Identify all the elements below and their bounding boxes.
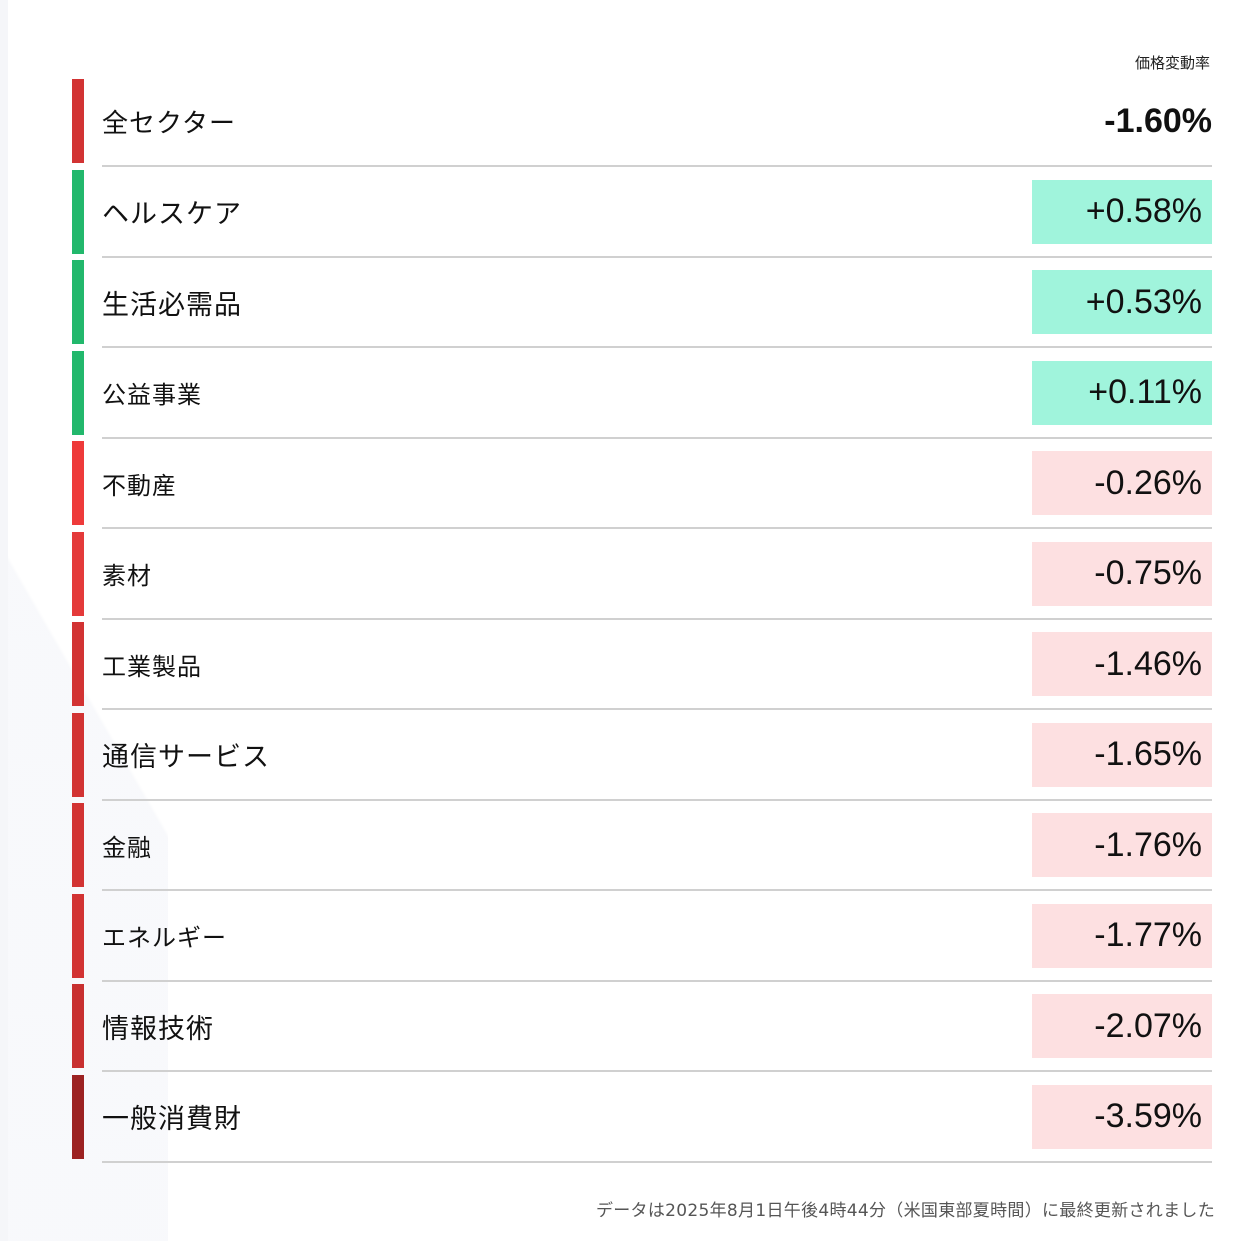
table-row: ヘルスケア +0.58% [72, 169, 1212, 261]
change-value: -1.77% [1032, 903, 1212, 968]
last-updated-note: データは2025年8月1日午後4時44分（米国東部夏時間）に最終更新されました [595, 1201, 1215, 1221]
change-value: -3.59% [1032, 1084, 1212, 1149]
row-divider [102, 255, 1212, 258]
row-divider [102, 708, 1212, 710]
indicator-bar [72, 803, 84, 887]
indicator-bar [72, 531, 84, 616]
change-value: -1.46% [1032, 632, 1212, 696]
table-row: 通信サービス -1.65% [72, 712, 1212, 804]
indicator-bar [72, 260, 84, 344]
table-row: 不動産 -0.26% [72, 441, 1212, 532]
table-row: 金融 -1.76% [72, 803, 1212, 894]
left-edge-strip [0, 0, 8, 1241]
sector-label: 全セクター [102, 108, 236, 139]
table-row: 素材 -0.75% [72, 531, 1212, 623]
row-divider [102, 617, 1212, 620]
row-divider [102, 1070, 1212, 1072]
table-row: エネルギー -1.77% [72, 893, 1212, 985]
change-value: +0.11% [1032, 360, 1212, 425]
change-value: -0.75% [1032, 541, 1212, 606]
table-row: 公益事業 +0.11% [72, 350, 1212, 442]
sector-label: 金融 [102, 833, 152, 862]
table-row: 生活必需品 +0.53% [72, 260, 1212, 351]
row-divider [102, 1160, 1212, 1163]
change-value: -2.07% [1032, 994, 1212, 1058]
sector-label: 一般消費財 [102, 1104, 242, 1135]
sector-label: 情報技術 [102, 1013, 214, 1045]
change-value: -0.26% [1032, 451, 1212, 515]
change-value: +0.53% [1032, 270, 1212, 334]
row-divider [102, 436, 1212, 439]
indicator-bar [72, 1074, 84, 1159]
sector-label: 素材 [102, 562, 152, 590]
sector-label: 公益事業 [102, 381, 202, 409]
row-divider [102, 346, 1212, 348]
indicator-bar [72, 984, 84, 1068]
table-row: 一般消費財 -3.59% [72, 1074, 1212, 1166]
row-divider [102, 798, 1212, 801]
sector-label: 生活必需品 [102, 289, 242, 321]
sector-label: ヘルスケア [102, 199, 242, 230]
change-value: +0.58% [1032, 179, 1212, 244]
background-decoration [8, 160, 168, 1241]
sector-label: エネルギー [102, 924, 227, 952]
change-value: -1.65% [1032, 722, 1212, 787]
row-divider [102, 979, 1212, 982]
indicator-bar [72, 441, 84, 525]
indicator-bar [72, 79, 84, 163]
table-row: 工業製品 -1.46% [72, 622, 1212, 713]
table-row: 情報技術 -2.07% [72, 984, 1212, 1075]
change-value: -1.76% [1032, 813, 1212, 877]
indicator-bar [72, 169, 84, 254]
row-divider [102, 889, 1212, 891]
row-divider [102, 527, 1212, 529]
indicator-bar [72, 622, 84, 706]
indicator-bar [72, 712, 84, 797]
indicator-bar [72, 350, 84, 435]
sector-label: 通信サービス [102, 742, 270, 773]
indicator-bar [72, 893, 84, 978]
column-header-price-change: 価格変動率 [1134, 54, 1210, 72]
sector-label: 工業製品 [102, 652, 202, 681]
table-row-all-sectors: 全セクター -1.60% [72, 79, 1212, 170]
change-value: -1.60% [1104, 101, 1212, 140]
sector-label: 不動産 [102, 471, 177, 500]
sector-table: 全セクター -1.60% ヘルスケア +0.58% 生活必需品 +0.53% 公… [72, 79, 1212, 1165]
row-divider [102, 165, 1212, 167]
